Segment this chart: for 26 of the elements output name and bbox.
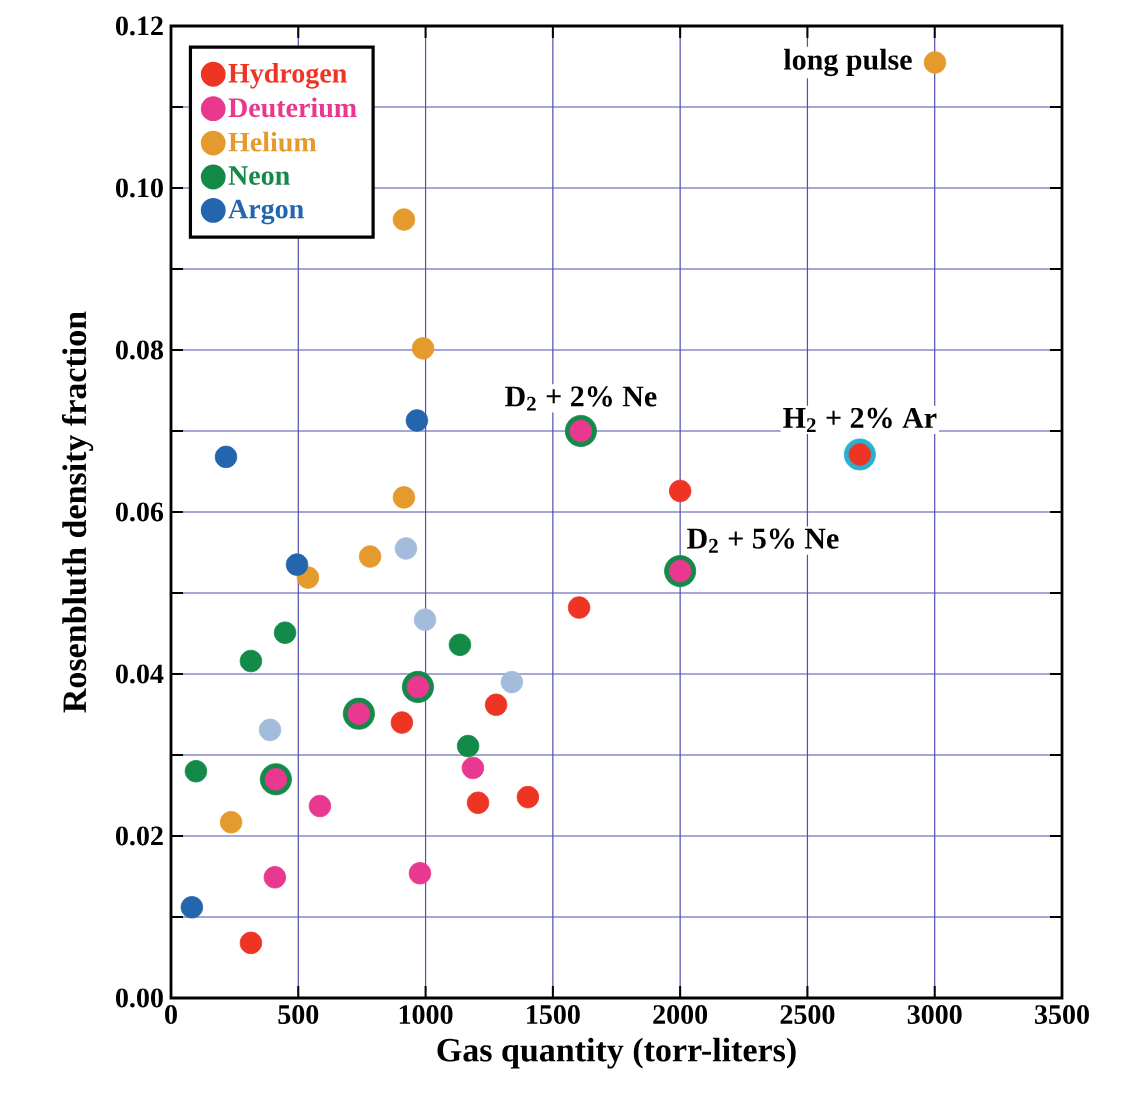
legend-label: Argon bbox=[228, 199, 304, 225]
x-tick-label: 2500 bbox=[780, 1005, 835, 1024]
x-axis-title: Gas quantity (torr-liters) bbox=[437, 1037, 796, 1069]
annotation: long pulse bbox=[783, 48, 912, 77]
legend-label: Helium bbox=[228, 131, 317, 152]
y-tick-label: 0.08 bbox=[116, 340, 164, 360]
x-tick-label: 3500 bbox=[1035, 1005, 1089, 1024]
x-tick-label: 3000 bbox=[907, 1005, 962, 1024]
y-tick-label: 0.10 bbox=[116, 178, 163, 198]
x-tick-label: 1000 bbox=[399, 1005, 453, 1024]
annotation: D$_{2}$ + 2% Ne bbox=[505, 386, 657, 411]
legend-label: Hydrogen bbox=[228, 63, 347, 89]
y-axis-title: Rosenbluth density fraction bbox=[61, 311, 94, 713]
annotation: D$_{2}$ + 5% Ne bbox=[687, 528, 839, 553]
x-tick-label: 500 bbox=[278, 1005, 319, 1024]
legend-label: Deuterium bbox=[228, 97, 357, 118]
x-tick-label: 0 bbox=[165, 1005, 177, 1024]
annotation: H$_{2}$ + 2% Ar bbox=[783, 407, 937, 433]
x-tick-label: 1500 bbox=[527, 1005, 580, 1024]
y-tick-label: 0.04 bbox=[116, 664, 164, 684]
x-tick-label: 2000 bbox=[653, 1005, 708, 1024]
y-tick-label: 0.12 bbox=[116, 16, 163, 36]
y-tick-label: 0.02 bbox=[116, 826, 163, 846]
legend-label: Neon bbox=[228, 166, 290, 185]
y-tick-label: 0.06 bbox=[116, 502, 164, 522]
y-tick-label: 0.00 bbox=[116, 988, 163, 1008]
